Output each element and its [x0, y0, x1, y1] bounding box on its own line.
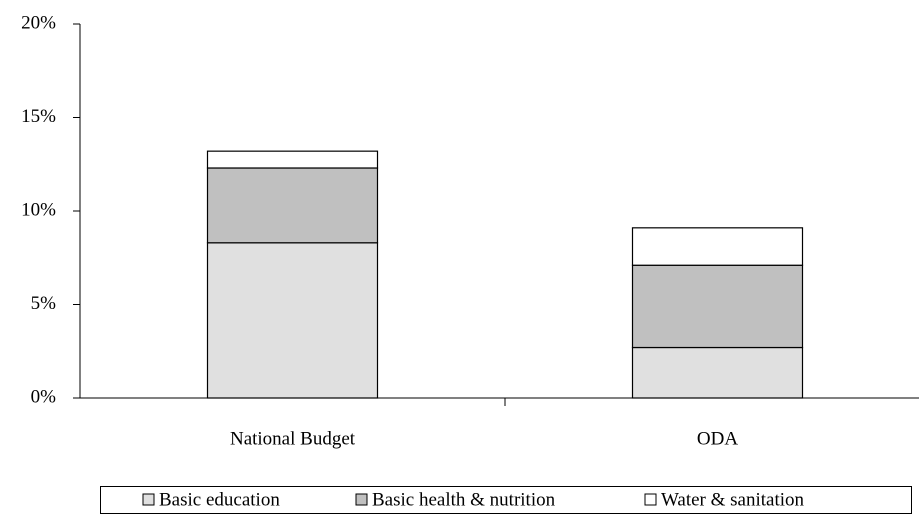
legend-swatch [142, 493, 155, 506]
legend-swatch [355, 493, 368, 506]
y-tick-label: 15% [21, 106, 56, 127]
legend-box [100, 486, 912, 514]
bar-segment [206, 242, 379, 399]
x-tick-label: ODA [697, 428, 738, 449]
y-tick-label: 5% [31, 293, 57, 314]
bar-segment [631, 264, 804, 349]
legend-label: Water & sanitation [661, 489, 805, 510]
y-tick-label: 10% [21, 199, 56, 220]
bar-segment [206, 167, 379, 244]
bar-segment [631, 346, 804, 399]
legend-label: Basic education [159, 489, 280, 510]
bar-segment [206, 150, 379, 169]
y-tick-label: 0% [31, 386, 57, 407]
y-tick-label: 20% [21, 12, 56, 33]
bar-segment [631, 227, 804, 266]
x-tick-label: National Budget [230, 428, 356, 449]
legend-label: Basic health & nutrition [372, 489, 556, 510]
legend-swatch [644, 493, 657, 506]
